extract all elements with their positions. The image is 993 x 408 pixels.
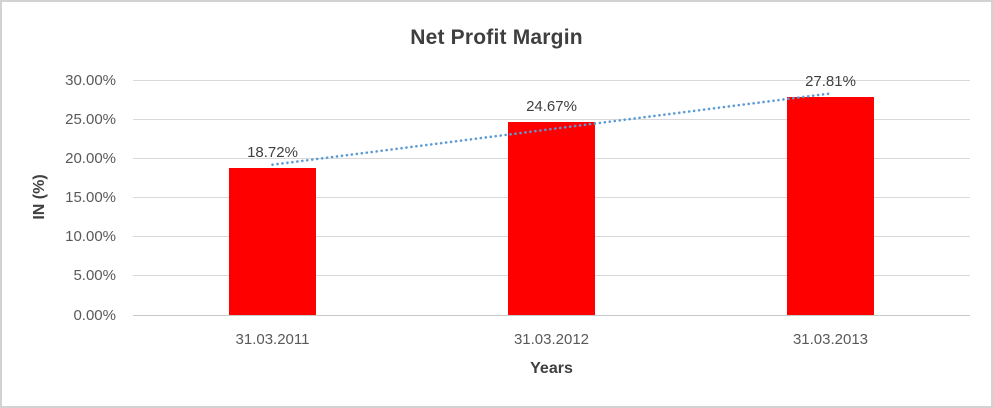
trendline	[271, 92, 832, 166]
y-tick-label: 5.00%	[73, 267, 116, 285]
y-tick-label: 0.00%	[73, 306, 116, 324]
plot-area	[133, 79, 970, 316]
y-tick-label: 10.00%	[65, 228, 116, 246]
gridline	[133, 79, 970, 81]
x-axis-title: Years	[530, 360, 573, 377]
x-tick-label: 31.03.2013	[792, 331, 869, 348]
bar-data-label: 24.67%	[526, 97, 577, 115]
x-tick-label: 31.03.2012	[513, 331, 590, 348]
bar-31.03.2011	[229, 168, 316, 315]
y-tick-label: 15.00%	[65, 189, 116, 206]
chart-title: Net Profit Margin	[410, 26, 583, 49]
y-tick-label: 30.00%	[65, 71, 116, 89]
y-tick-label: 25.00%	[65, 110, 116, 128]
x-axis-line	[133, 314, 970, 316]
gridline	[133, 118, 970, 120]
bar-data-label: 27.81%	[805, 73, 856, 91]
bar-data-label: 18.72%	[247, 144, 298, 162]
bar-31.03.2012	[508, 121, 595, 315]
y-tick-label: 20.00%	[65, 149, 116, 167]
x-tick-label: 31.03.2011	[235, 331, 310, 348]
bar-31.03.2013	[787, 97, 874, 315]
